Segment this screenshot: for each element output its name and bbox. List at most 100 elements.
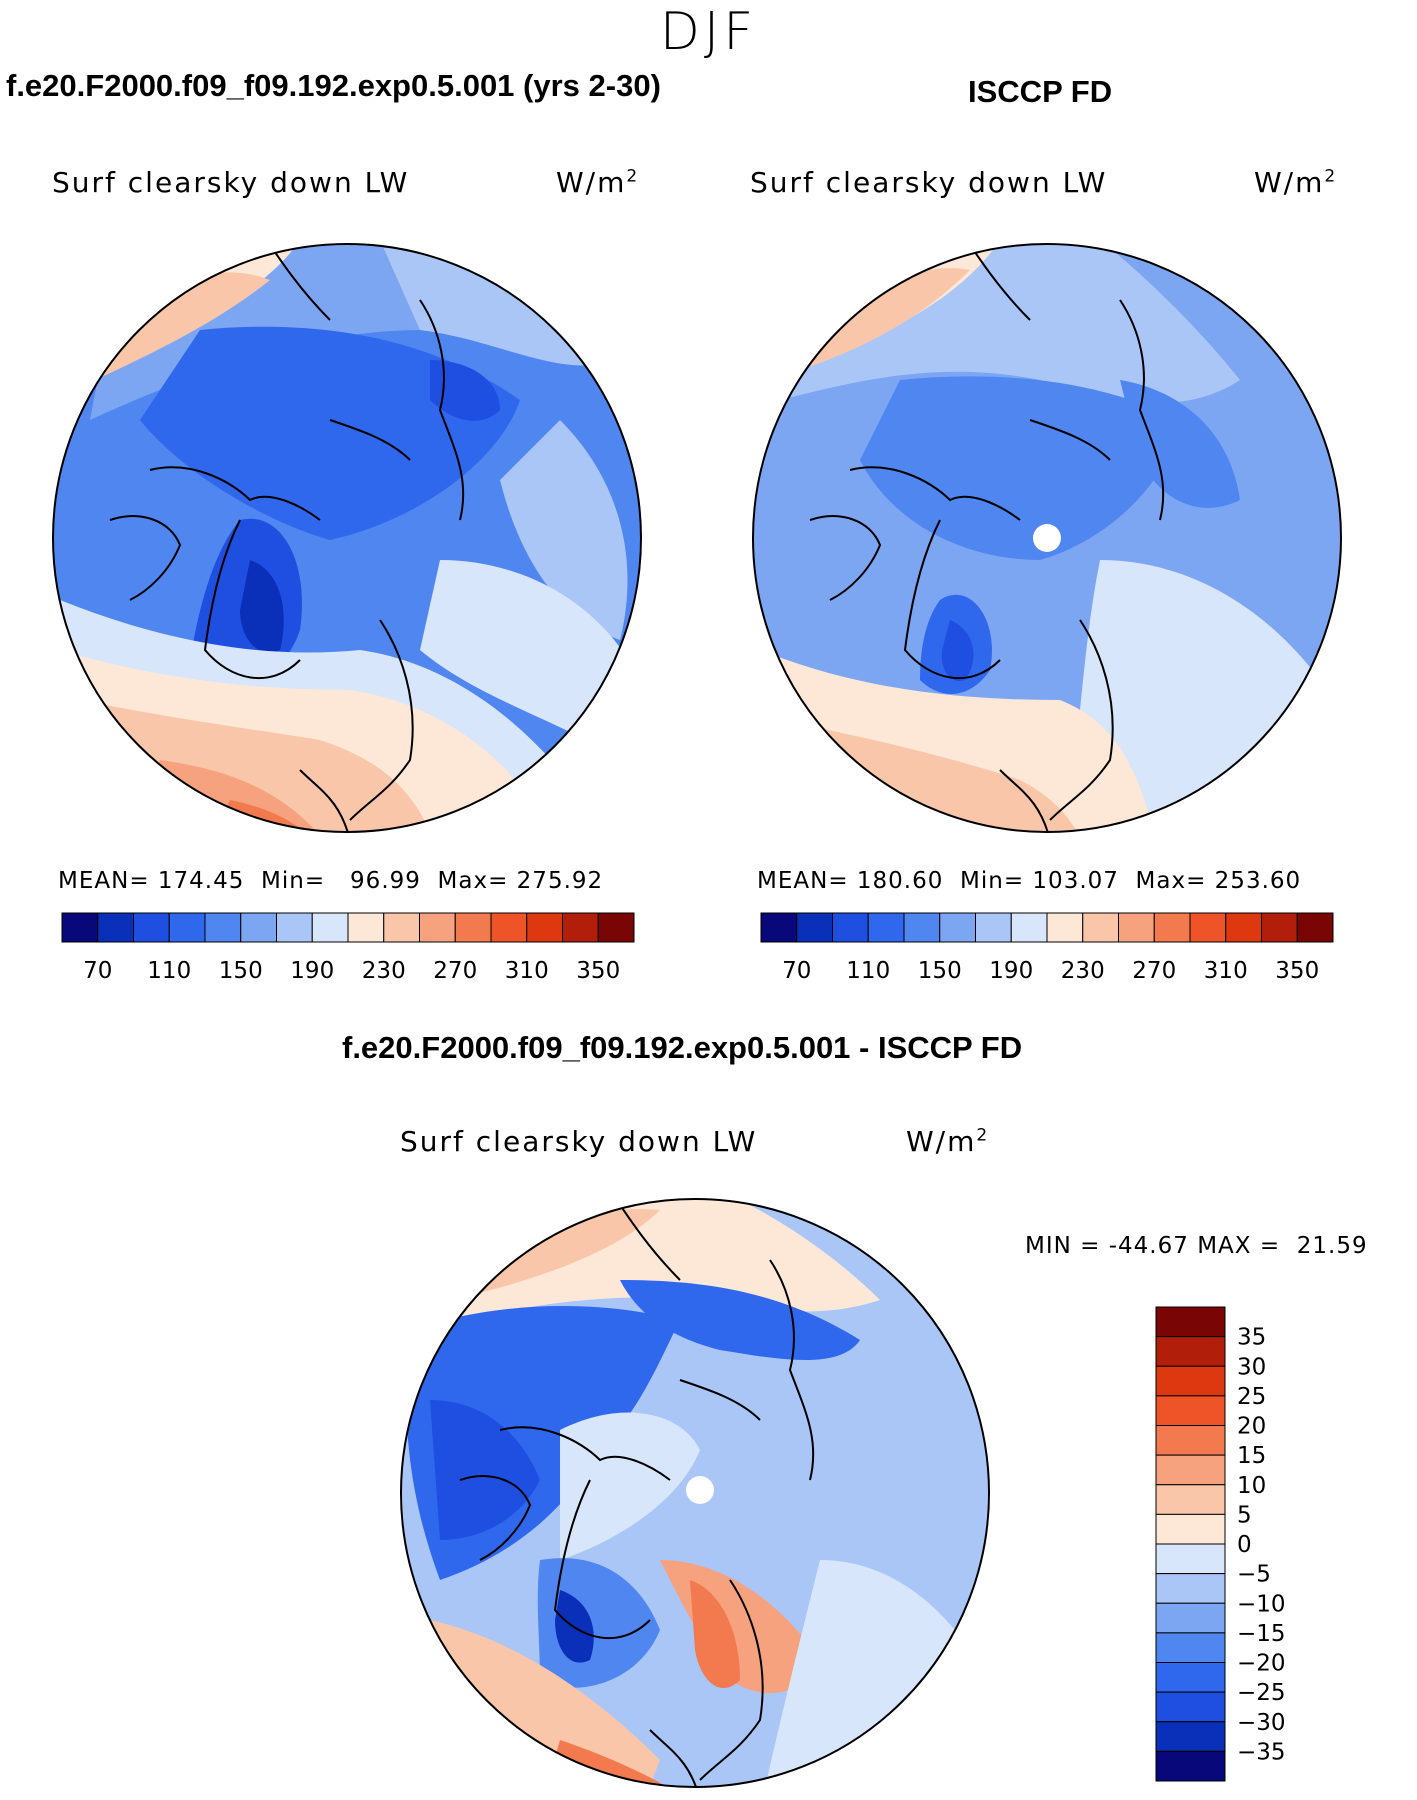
panel1-colorbar-tick-label: 350 <box>576 958 620 984</box>
panel1-units: W/m2 <box>556 166 640 199</box>
panel2-colorbar-cell <box>1153 912 1191 943</box>
panel1-colorbar-cell <box>526 912 563 943</box>
panel2-colorbar-cell <box>760 912 798 943</box>
panel2-min-label: Min= <box>960 868 1025 894</box>
panel1-mean-label: MEAN= <box>58 868 150 894</box>
panel2-colorbar-tick-label: 190 <box>989 958 1033 984</box>
panel2-colorbar-cell <box>1046 912 1084 943</box>
panel3-colorbar-tick-label: 25 <box>1237 1384 1266 1410</box>
panel3-colorbar-cell <box>1155 1602 1226 1634</box>
panel3-colorbar-tick-label: 5 <box>1237 1502 1252 1528</box>
panel3-colorbar-tick-label: 15 <box>1237 1443 1266 1469</box>
panel2-max-label: Max= <box>1135 868 1207 894</box>
panel3-colorbar-tick-label: 20 <box>1237 1414 1266 1440</box>
panel1-colorbar-cell <box>168 912 206 943</box>
panel1-colorbar-cell <box>61 912 99 943</box>
panel1-colorbar-cell <box>97 912 134 943</box>
panel3-map-border <box>400 1198 990 1788</box>
panel1-colorbar-cell <box>133 912 170 943</box>
panel2-mean-label: MEAN= <box>757 868 849 894</box>
panel1-colorbar-cell <box>454 912 492 943</box>
panel2-colorbar: 70 110 150 190 230 270 310 350 <box>760 912 1334 984</box>
panel3-variable-label: Surf clearsky down LW <box>400 1125 758 1158</box>
season-title: DJF <box>659 2 758 62</box>
panel2-colorbar-cell <box>1296 912 1334 943</box>
panel2-colorbar-tick-label: 350 <box>1275 958 1319 984</box>
panel3-colorbar-tick-label: −10 <box>1237 1591 1286 1617</box>
panel3-colorbar-cell <box>1155 1662 1226 1693</box>
panel3-max-value: 21.59 <box>1296 1233 1368 1259</box>
panel2-colorbar-tick-label: 110 <box>846 958 890 984</box>
panel2-min-value: 103.07 <box>1032 868 1119 894</box>
panel1-colorbar-cell <box>311 912 349 943</box>
panel3-colorbar-cell <box>1155 1425 1226 1456</box>
panel3-max-label: MAX = <box>1197 1233 1281 1259</box>
panel2-colorbar-cell <box>1118 912 1155 943</box>
panel2-colorbar-cell <box>867 912 905 943</box>
panel3-colorbar-cell <box>1155 1365 1226 1397</box>
panel3-colorbar-cell <box>1155 1721 1226 1752</box>
panel1-map <box>53 244 641 832</box>
panel2-colorbar-cell <box>903 912 941 943</box>
panel2-colorbar-cell <box>1261 912 1298 943</box>
panel1-variable-label: Surf clearsky down LW <box>52 166 410 199</box>
panel3-min-value: -44.67 <box>1108 1233 1189 1259</box>
panel3-colorbar-cell <box>1155 1573 1226 1604</box>
panel1-colorbar-tick-label: 110 <box>147 958 191 984</box>
panel2-colorbar-tick-label: 230 <box>1061 958 1105 984</box>
panel2-variable-label: Surf clearsky down LW <box>750 166 1108 199</box>
panel2-colorbar-cell <box>1082 912 1119 943</box>
panel3-colorbar-tick-label: −5 <box>1237 1562 1271 1588</box>
panel3-colorbar-tick-label: −25 <box>1237 1680 1286 1706</box>
panel2-colorbar-tick-label: 70 <box>782 958 811 984</box>
panel1-max-label: Max= <box>437 868 509 894</box>
panel1-colorbar-cell <box>562 912 599 943</box>
panel1-colorbar-cell <box>597 912 635 943</box>
panel3-colorbar-tick-label: 10 <box>1237 1473 1266 1499</box>
panel2-colorbar-cell <box>975 912 1012 943</box>
panel3-colorbar: 35 30 25 20 15 10 5 0 −5 −10 −15 −20 −25 −30 −35 <box>1155 1306 1286 1782</box>
panel1-colorbar-tick-label: 310 <box>505 958 549 984</box>
panel2-map <box>753 244 1341 832</box>
panel2-colorbar-tick-label: 270 <box>1132 958 1176 984</box>
panel3-colorbar-cell <box>1155 1543 1226 1575</box>
panel3-colorbar-cell <box>1155 1484 1226 1515</box>
panel3-min-label: MIN = <box>1025 1233 1101 1259</box>
panel1-colorbar: 70 110 150 190 230 270 310 350 <box>61 912 635 984</box>
panel1-colorbar-cell <box>419 912 456 943</box>
panel3-map <box>401 1199 989 1787</box>
panel3-colorbar-tick-label: −35 <box>1237 1739 1286 1765</box>
panel1-min-label: Min= <box>261 868 326 894</box>
panel2-colorbar-cell <box>796 912 833 943</box>
panel2-colorbar-cell <box>1189 912 1227 943</box>
panel1-colorbar-cell <box>276 912 313 943</box>
panel2-mean-value: 180.60 <box>856 868 944 894</box>
panel1-title: f.e20.F2000.f09_f09.192.exp0.5.001 (yrs … <box>6 68 661 103</box>
panel2-colorbar-cell <box>1010 912 1048 943</box>
panel1-max-value: 275.92 <box>516 868 604 894</box>
panel1-colorbar-cell <box>383 912 420 943</box>
panel3-colorbar-tick-label: 30 <box>1237 1354 1266 1380</box>
panel3-colorbar-cell <box>1155 1454 1226 1486</box>
panel1-colorbar-cell <box>240 912 277 943</box>
panel1-colorbar-cell <box>347 912 385 943</box>
panel2-units: W/m2 <box>1254 166 1338 199</box>
panel3-colorbar-tick-label: −20 <box>1237 1651 1286 1677</box>
panel3-colorbar-cell <box>1155 1513 1226 1545</box>
panel1-colorbar-tick-label: 190 <box>290 958 334 984</box>
panel3-colorbar-cell <box>1155 1632 1226 1663</box>
panel1-map-border <box>52 243 642 833</box>
panel3-colorbar-cell <box>1155 1750 1226 1782</box>
panel1-min-value: 96.99 <box>350 868 421 894</box>
panel3-colorbar-cell <box>1155 1395 1226 1426</box>
panel2-map-border <box>752 243 1342 833</box>
panel2-colorbar-cell <box>1225 912 1262 943</box>
panel2-title: ISCCP FD <box>968 74 1113 109</box>
panel3-colorbar-tick-label: 35 <box>1237 1325 1266 1351</box>
panel1-mean-value: 174.45 <box>157 868 245 894</box>
panel3-units: W/m2 <box>906 1125 990 1158</box>
panel3-colorbar-cell <box>1155 1336 1226 1367</box>
panel2-colorbar-tick-label: 150 <box>918 958 962 984</box>
panel1-stats: MEAN= 174.45 Min= 96.99 Max= 275.92 <box>58 868 603 894</box>
